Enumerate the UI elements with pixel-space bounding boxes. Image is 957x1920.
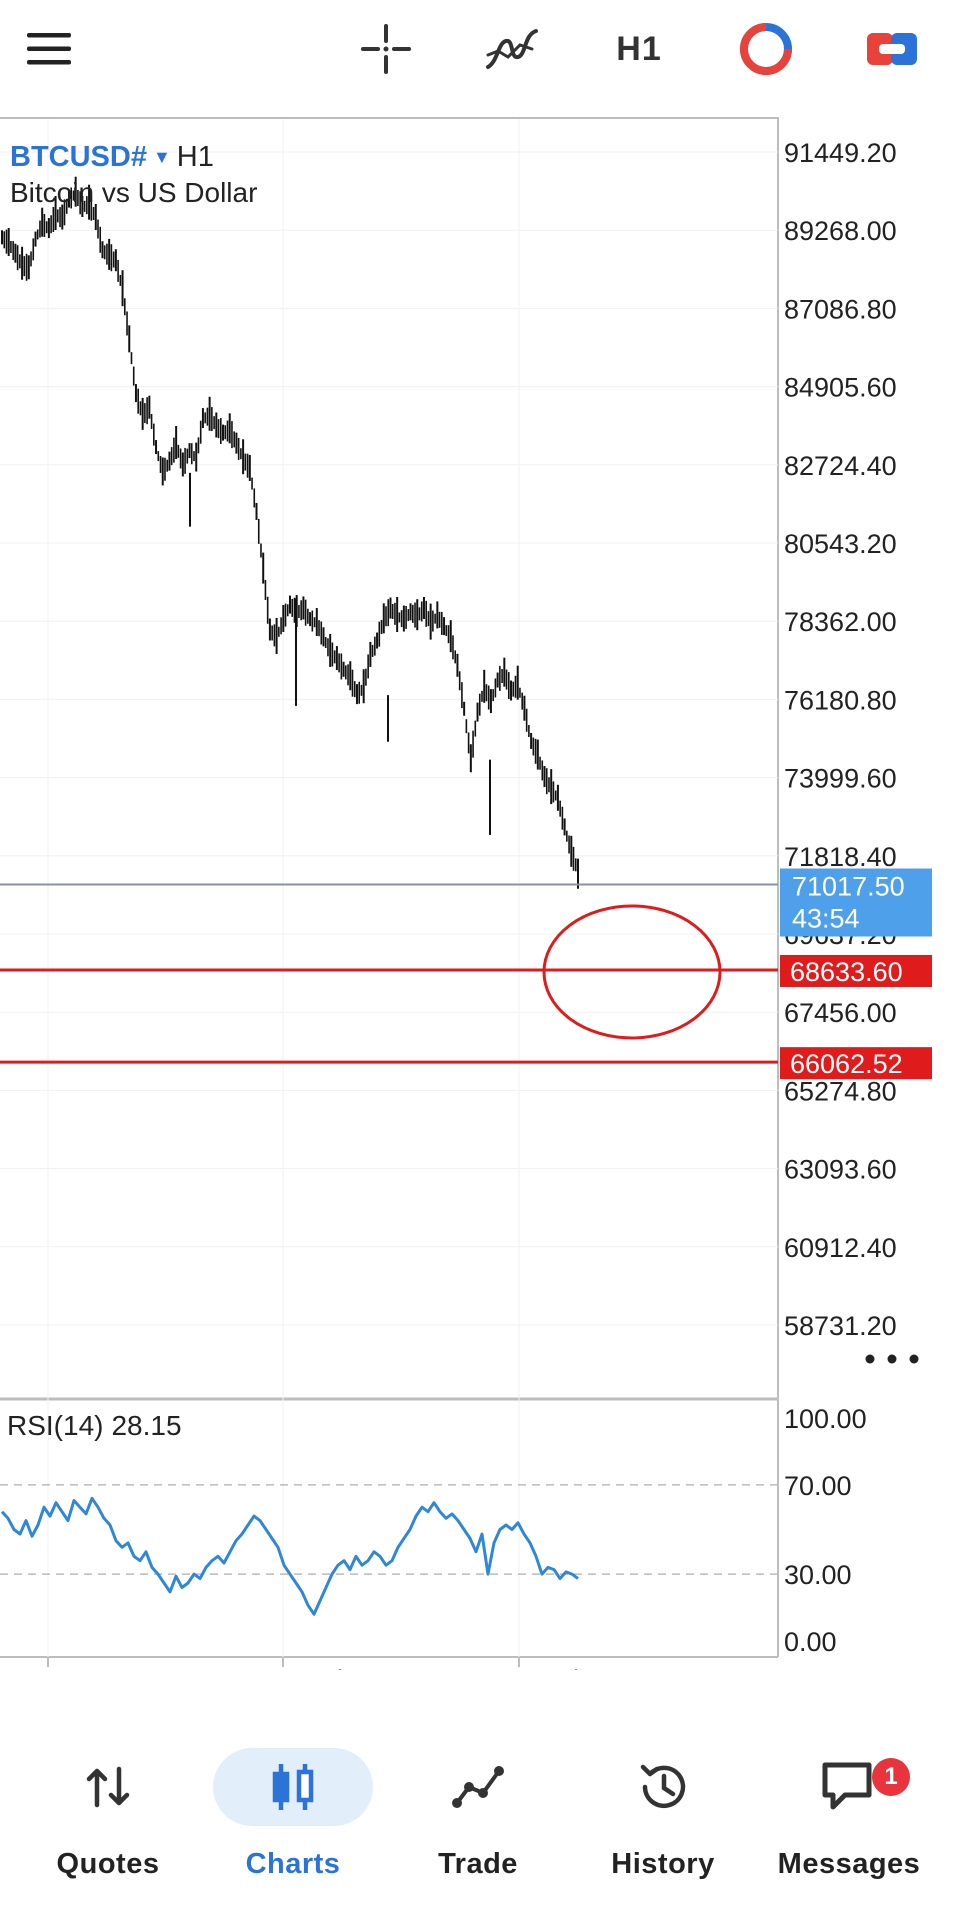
price-axis-label: 89268.00 bbox=[784, 216, 897, 246]
price-axis-label: 82724.40 bbox=[784, 451, 897, 481]
menu-icon[interactable] bbox=[14, 14, 84, 84]
nav-label-messages: Messages bbox=[777, 1848, 921, 1880]
symbol-timeframe: H1 bbox=[176, 141, 214, 173]
symbol-name[interactable]: BTCUSD# bbox=[10, 141, 147, 173]
symbol-header[interactable]: BTCUSD# ▼ H1 bbox=[10, 141, 214, 174]
nav-quotes[interactable]: Quotes bbox=[15, 1748, 201, 1908]
rsi-indicator-label[interactable]: RSI(14) 28.15 bbox=[7, 1410, 182, 1442]
timeframe-button[interactable]: H1 bbox=[616, 29, 662, 68]
history-icon bbox=[583, 1748, 743, 1826]
chart-loader-icon[interactable] bbox=[731, 14, 801, 84]
more-options-dot[interactable] bbox=[887, 1354, 897, 1364]
time-axis-label: 5 Feb 01:00 bbox=[519, 1665, 663, 1670]
nav-history[interactable]: History bbox=[570, 1748, 756, 1908]
nav-label-quotes: Quotes bbox=[56, 1848, 160, 1880]
current-price-label: 71017.50 bbox=[792, 872, 905, 902]
chart-toolbar: H1 bbox=[0, 0, 957, 100]
price-axis-label: 80543.20 bbox=[784, 529, 897, 559]
bottom-navigation: Quotes Charts Trade History 1 Messages bbox=[0, 1720, 957, 1920]
price-chart-svg[interactable]: 91449.20 89268.00 87086.80 84905.60 82724.40… bbox=[0, 117, 957, 1670]
annotation-ellipse[interactable] bbox=[542, 904, 722, 1040]
price-bars bbox=[1, 176, 579, 889]
price-axis-label: 73999.60 bbox=[784, 764, 897, 794]
rsi-panel: 100.00 70.00 30.00 0.00 bbox=[0, 1404, 867, 1657]
time-axis: 28 Jan 01:00 1 Feb 01:00 5 Feb 01:00 bbox=[47, 1657, 663, 1670]
crosshair-icon[interactable] bbox=[351, 14, 421, 84]
price-axis-label: 87086.80 bbox=[784, 294, 897, 324]
rsi-name: RSI(14) bbox=[7, 1410, 104, 1441]
price-axis-label: 65274.80 bbox=[784, 1076, 897, 1106]
nav-label-trade: Trade bbox=[438, 1848, 518, 1880]
chart-grid bbox=[0, 117, 779, 1658]
time-axis-label: 28 Jan 01:00 bbox=[48, 1665, 204, 1670]
messages-badge: 1 bbox=[872, 1758, 910, 1796]
price-axis-label: 84905.60 bbox=[784, 373, 897, 403]
indicators-icon[interactable] bbox=[477, 14, 547, 84]
nav-label-charts: Charts bbox=[245, 1848, 341, 1880]
charts-icon bbox=[213, 1748, 373, 1826]
more-options-dot[interactable] bbox=[909, 1354, 919, 1364]
symbol-dropdown-icon[interactable]: ▼ bbox=[152, 147, 171, 167]
rsi-axis-label: 100.00 bbox=[784, 1404, 867, 1434]
rsi-value: 28.15 bbox=[111, 1410, 182, 1441]
price-axis-label: 67456.00 bbox=[784, 998, 897, 1028]
price-axis-label: 58731.20 bbox=[784, 1311, 897, 1341]
price-axis-label: 60912.40 bbox=[784, 1233, 897, 1263]
level-price-label: 66062.52 bbox=[790, 1049, 903, 1079]
level-price-box bbox=[780, 954, 932, 987]
price-axis-label: 76180.80 bbox=[784, 685, 897, 715]
price-axis-label: 91449.20 bbox=[784, 138, 897, 168]
bar-countdown-label: 43:54 bbox=[792, 904, 860, 934]
price-axis-label: 63093.60 bbox=[784, 1155, 897, 1185]
nav-charts[interactable]: Charts bbox=[200, 1748, 386, 1908]
price-axis-label: 71818.40 bbox=[784, 842, 897, 872]
chart-canvas[interactable]: 91449.20 89268.00 87086.80 84905.60 82724.40… bbox=[0, 117, 957, 1670]
rsi-line bbox=[0, 1496, 579, 1616]
rsi-axis-label: 0.00 bbox=[784, 1627, 837, 1657]
trade-account-icon[interactable] bbox=[857, 14, 927, 84]
quotes-icon bbox=[28, 1748, 188, 1826]
nav-trade[interactable]: Trade bbox=[385, 1748, 571, 1908]
price-axis: 91449.20 89268.00 87086.80 84905.60 82724.40… bbox=[784, 138, 897, 1341]
nav-messages[interactable]: 1 Messages bbox=[756, 1748, 942, 1908]
current-price-box bbox=[780, 868, 932, 937]
nav-label-history: History bbox=[611, 1848, 715, 1880]
symbol-description: Bitcoin vs US Dollar bbox=[10, 177, 258, 208]
rsi-axis-label: 30.00 bbox=[784, 1560, 852, 1590]
level-price-box bbox=[780, 1047, 932, 1080]
messages-icon bbox=[769, 1748, 929, 1826]
trade-icon bbox=[398, 1748, 558, 1826]
rsi-axis-label: 70.00 bbox=[784, 1471, 852, 1501]
more-options-dot[interactable] bbox=[865, 1354, 875, 1364]
level-price-label: 68633.60 bbox=[790, 957, 903, 987]
time-axis-label: 1 Feb 01:00 bbox=[283, 1665, 427, 1670]
price-axis-label: 78362.00 bbox=[784, 607, 897, 637]
